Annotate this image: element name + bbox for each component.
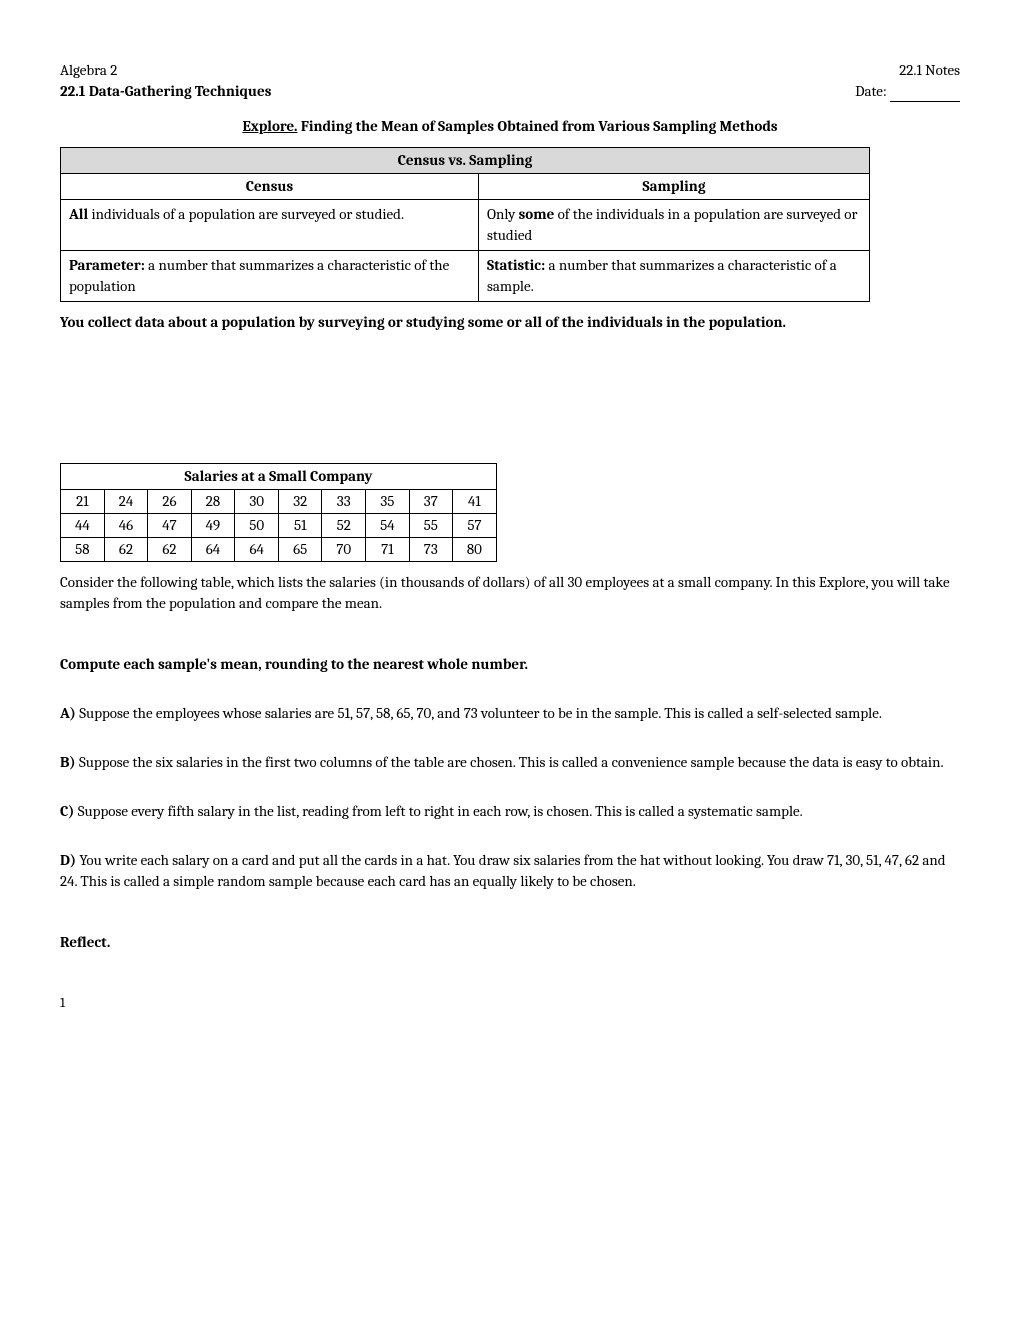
question-a: A) Suppose the employees whose salaries …	[60, 703, 960, 724]
question-c: C) Suppose every fifth salary in the lis…	[60, 801, 960, 822]
explore-text: Finding the Mean of Samples Obtained fro…	[301, 117, 778, 135]
question-a-label: A)	[60, 704, 76, 722]
question-b: B) Suppose the six salaries in the first…	[60, 752, 960, 773]
question-a-text: Suppose the employees whose salaries are…	[76, 704, 882, 722]
salary-context: Consider the following table, which list…	[60, 572, 960, 614]
notes-label: 22.1 Notes	[855, 60, 960, 81]
question-c-text: Suppose every fifth salary in the list, …	[74, 802, 802, 820]
census-row1-cell: All individuals of a population are surv…	[61, 200, 479, 251]
census-row2-cell: Parameter: a number that summarizes a ch…	[61, 251, 479, 302]
intro-text: You collect data about a population by s…	[60, 312, 960, 333]
compute-heading: Compute each sample's mean, rounding to …	[60, 654, 960, 675]
question-d-text: You write each salary on a card and put …	[60, 851, 946, 890]
question-c-label: C)	[60, 802, 74, 820]
blank-space	[60, 343, 960, 463]
reflect-heading: Reflect.	[60, 932, 960, 953]
date-blank-line	[890, 101, 960, 102]
table-row: 21 24 26 28 30 32 33 35 37 41	[61, 490, 497, 514]
explore-title: Explore. Finding the Mean of Samples Obt…	[60, 116, 960, 137]
header-right: 22.1 Notes Date:	[855, 60, 960, 102]
question-d: D) You write each salary on a card and p…	[60, 850, 960, 892]
question-b-text: Suppose the six salaries in the first tw…	[76, 753, 944, 771]
explore-prefix: Explore.	[242, 117, 297, 135]
census-table-title: Census vs. Sampling	[61, 148, 870, 174]
census-vs-sampling-table: Census vs. Sampling Census Sampling All …	[60, 147, 870, 302]
sampling-column-header: Sampling	[478, 174, 869, 200]
section-title: 22.1 Data-Gathering Techniques	[60, 81, 271, 102]
census-column-header: Census	[61, 174, 479, 200]
salaries-table: Salaries at a Small Company 21 24 26 28 …	[60, 463, 497, 562]
sampling-row1-cell: Only some of the individuals in a popula…	[478, 200, 869, 251]
table-row: All individuals of a population are surv…	[61, 200, 870, 251]
header-left: Algebra 2 22.1 Data-Gathering Techniques	[60, 60, 271, 102]
page-number: 1	[60, 993, 960, 1013]
course-label: Algebra 2	[60, 60, 271, 81]
question-d-label: D)	[60, 851, 76, 869]
date-label: Date:	[855, 82, 887, 100]
table-row: Parameter: a number that summarizes a ch…	[61, 251, 870, 302]
salaries-table-title: Salaries at a Small Company	[61, 464, 497, 490]
table-row: 44 46 47 49 50 51 52 54 55 57	[61, 514, 497, 538]
page-header: Algebra 2 22.1 Data-Gathering Techniques…	[60, 60, 960, 102]
sampling-row2-cell: Statistic: a number that summarizes a ch…	[478, 251, 869, 302]
date-field: Date:	[855, 81, 960, 102]
question-b-label: B)	[60, 753, 76, 771]
table-row: 58 62 62 64 64 65 70 71 73 80	[61, 538, 497, 562]
